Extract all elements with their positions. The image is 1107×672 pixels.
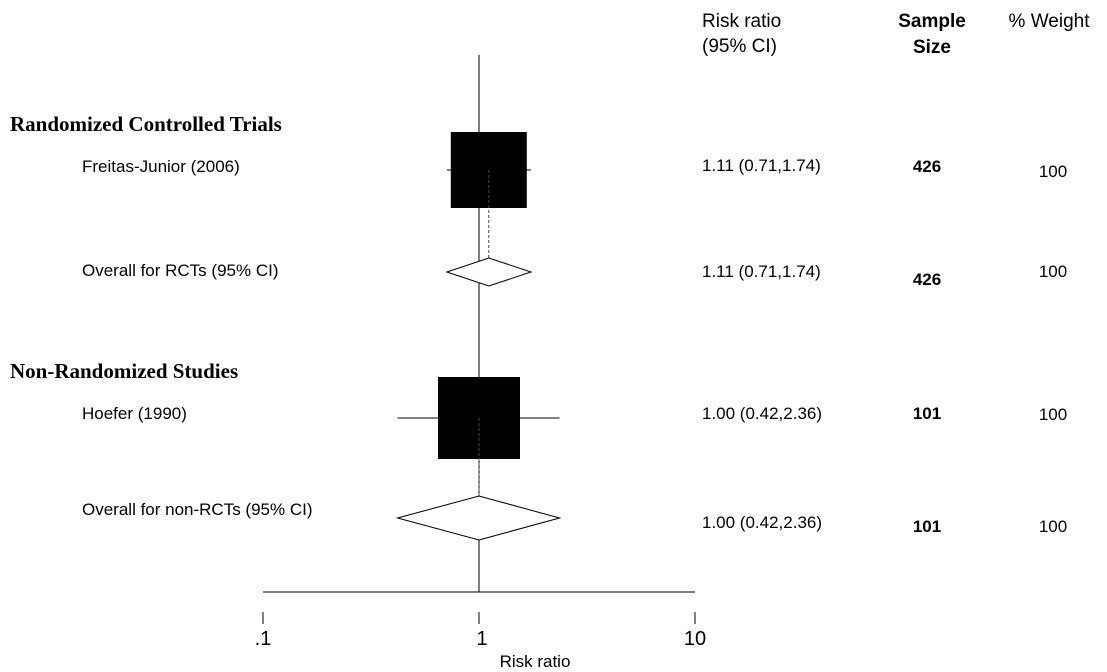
plot-marks [262,55,696,624]
overall-label-rct: Overall for RCTs (95% CI) [82,261,278,280]
group-title-rct: Randomized Controlled Trials [10,112,282,136]
study-label-hoefer: Hoefer (1990) [82,404,187,423]
weight-hoefer: 100 [1039,405,1067,424]
x-tick-label-2: 10 [684,628,706,650]
weight-overall-nonrct: 100 [1039,517,1067,536]
study-label-freitas: Freitas-Junior (2006) [82,157,240,176]
n-overall-nonrct: 101 [913,517,941,536]
x-tick-label-1: 1 [476,628,487,650]
ci-header-line1: Risk ratio [702,11,781,32]
x-axis-title: Risk ratio [500,652,571,671]
n-overall-rct: 426 [913,270,941,289]
ci-text-overall-nonrct: 1.00 (0.42,2.36) [702,513,822,532]
x-tick-label-0: .1 [255,628,272,650]
weight-header: % Weight [1009,11,1091,32]
n-freitas: 426 [913,157,941,176]
weight-overall-rct: 100 [1039,262,1067,281]
overall-label-nonrct: Overall for non-RCTs (95% CI) [82,500,313,519]
ci-text-hoefer: 1.00 (0.42,2.36) [702,404,822,423]
ci-text-freitas: 1.11 (0.71,1.74) [702,156,821,175]
ci-header-line2: (95% CI) [702,36,777,57]
overall-diamond-0 [445,257,533,287]
n-header-line1: Sample [898,11,966,32]
group-title-nonrct: Non-Randomized Studies [10,359,238,383]
overall-diamond-1 [395,495,562,541]
n-header-line2: Size [913,37,951,58]
n-hoefer: 101 [913,404,941,423]
ci-text-overall-rct: 1.11 (0.71,1.74) [702,262,821,281]
weight-freitas: 100 [1039,162,1067,181]
